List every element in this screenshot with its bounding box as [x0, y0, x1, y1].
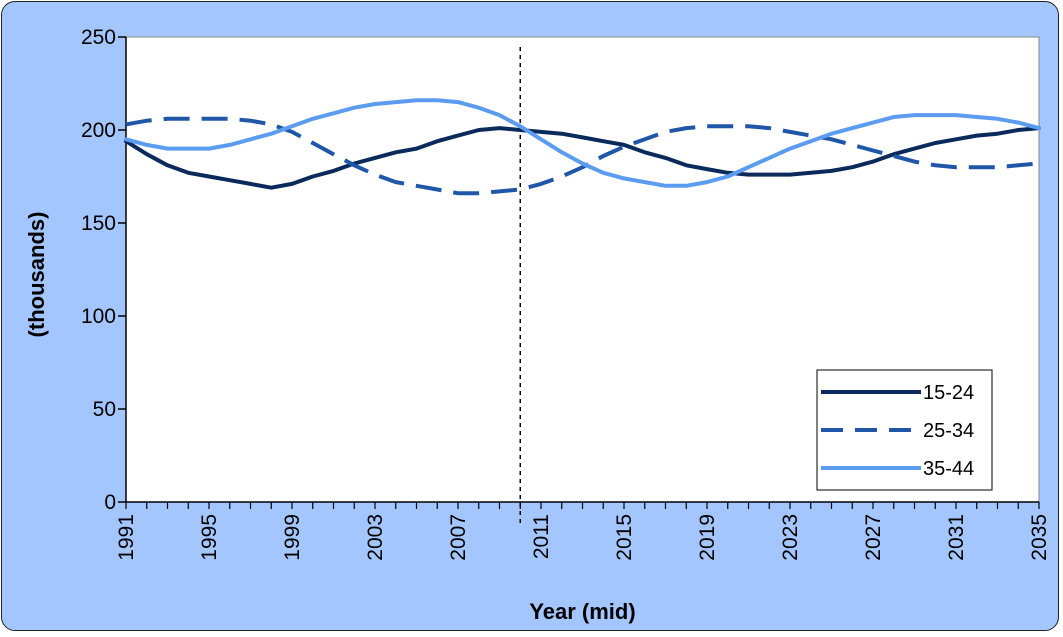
- x-tick-label: 2023: [779, 514, 802, 561]
- x-tick-label: 1995: [198, 514, 221, 561]
- y-tick-label: 150: [81, 212, 116, 235]
- series-line-25-34: [125, 116, 1040, 196]
- axes: 0 50 100 150 200 250 1991 1995 1999 2003 2007 2011 2…: [81, 26, 1051, 561]
- x-tick-label: 2007: [447, 514, 470, 561]
- x-tick-label: 2027: [862, 514, 885, 561]
- legend-label: 15-24: [923, 382, 974, 404]
- x-tick-label: 2003: [364, 514, 387, 561]
- x-tick-label: 2031: [945, 514, 968, 561]
- series-layer: [124, 98, 1041, 196]
- series-line-35-44: [124, 98, 1041, 188]
- x-tick-label: 1999: [281, 514, 304, 561]
- legend-label: 35-44: [923, 458, 974, 480]
- series-line-15-24: [124, 126, 1041, 190]
- labels: (thousands) Year (mid): [24, 212, 636, 624]
- y-tick-label: 200: [81, 119, 116, 142]
- x-axis-title: Year (mid): [529, 599, 635, 624]
- y-axis-title: (thousands): [24, 212, 49, 338]
- legend-label: 25-34: [923, 420, 974, 442]
- x-tick-label: 1991: [115, 514, 138, 561]
- legend: 15-24 25-34 35-44: [816, 369, 993, 491]
- y-tick-label: 250: [81, 26, 116, 49]
- x-tick-label: 2015: [613, 514, 636, 561]
- y-tick-label: 0: [104, 491, 116, 514]
- y-tick-label: 100: [81, 305, 116, 328]
- y-tick-label: 50: [93, 398, 116, 421]
- x-tick-label: 2035: [1028, 514, 1051, 561]
- x-tick-label: 2019: [696, 514, 719, 561]
- x-tick-label: 2011: [530, 514, 553, 559]
